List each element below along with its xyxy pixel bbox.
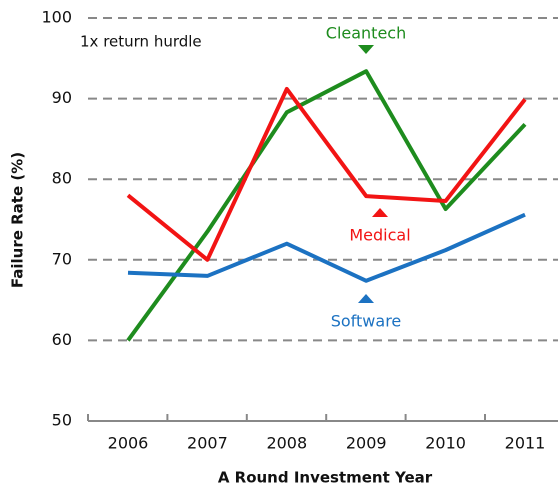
y-tick-label: 90 xyxy=(52,88,72,107)
label-marker xyxy=(358,45,374,54)
series-label: Software xyxy=(331,312,402,331)
y-tick-label: 70 xyxy=(52,249,72,268)
y-tick-label: 80 xyxy=(52,169,72,188)
series-line xyxy=(126,86,527,262)
x-tick-label: 2010 xyxy=(425,434,466,453)
y-tick-label: 50 xyxy=(52,411,72,430)
y-tick-label: 100 xyxy=(41,8,72,27)
x-tick-label: 2011 xyxy=(505,434,546,453)
x-tick-label: 2008 xyxy=(266,434,307,453)
y-axis-title: Failure Rate (%) xyxy=(9,152,27,288)
series-label: Medical xyxy=(349,226,410,245)
y-tick-label: 60 xyxy=(52,330,72,349)
label-marker xyxy=(372,208,388,217)
x-tick-label: 2007 xyxy=(187,434,228,453)
annotation: 1x return hurdle xyxy=(80,33,202,51)
series-label: Cleantech xyxy=(326,24,406,43)
x-tick-label: 2009 xyxy=(346,434,387,453)
series-line xyxy=(127,212,526,283)
series-line xyxy=(126,69,527,342)
x-tick-label: 2006 xyxy=(108,434,149,453)
x-axis-title: A Round Investment Year xyxy=(218,469,433,487)
label-marker xyxy=(358,294,374,303)
